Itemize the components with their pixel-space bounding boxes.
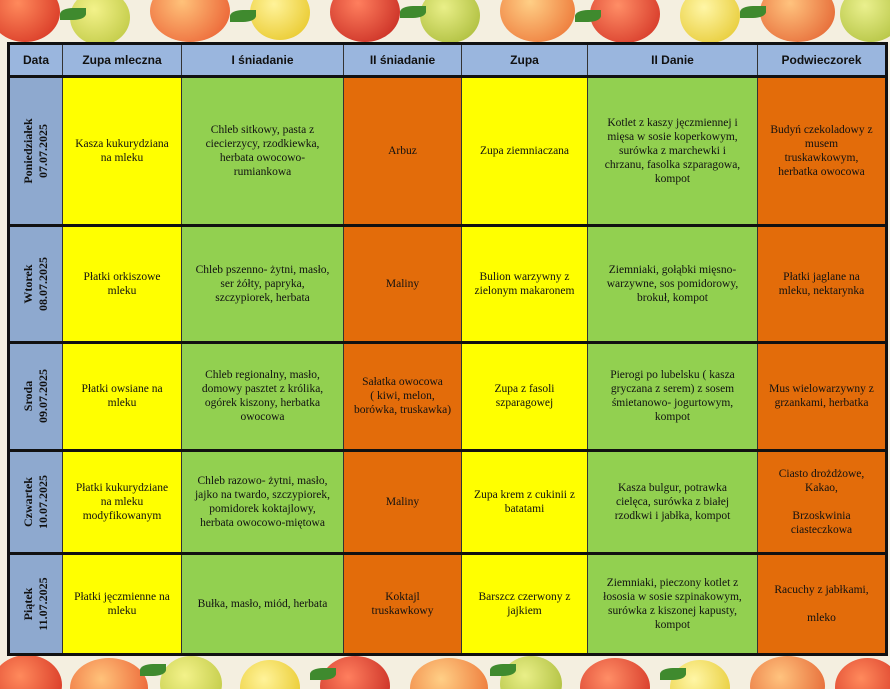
leaf-decoration: [740, 6, 766, 18]
lemon-decoration: [680, 0, 740, 43]
day-label: Poniedziałek 07.07.2025: [21, 118, 51, 183]
apple-decoration: [590, 0, 660, 43]
day-name: Poniedziałek: [21, 118, 35, 184]
zupa-mleczna-cell: Płatki owsiane na mleku: [62, 340, 182, 451]
leaf-decoration: [230, 10, 256, 22]
peach-decoration: [70, 658, 148, 689]
pear-decoration: [420, 0, 480, 43]
i-sniadanie-cell: Chleb regionalny, masło, domowy pasztet …: [181, 340, 344, 451]
ii-sniadanie-cell: Arbuz: [343, 75, 462, 227]
weekly-menu-table: Data Zupa mleczna I śniadanie II śniadan…: [7, 42, 888, 656]
zupa-mleczna-cell: Płatki kukurydziane na mleku modyfikowan…: [62, 448, 182, 555]
apple-decoration: [835, 658, 890, 689]
day-label: Sroda 09.07.2025: [21, 369, 51, 423]
leaf-decoration: [400, 6, 426, 18]
table-row: Sroda 09.07.2025 Płatki owsiane na mleku…: [8, 340, 887, 451]
i-sniadanie-cell: Bułka, masło, miód, herbata: [181, 552, 344, 655]
zupa-mleczna-cell: Płatki orkiszowe mleku: [62, 224, 182, 343]
zupa-cell: Bulion warzywny z zielonym makaronem: [461, 224, 588, 343]
zupa-mleczna-cell: Płatki jęczmienne na mleku: [62, 552, 182, 655]
leaf-decoration: [490, 664, 516, 676]
table-row: Piątek 11.07.2025 Płatki jęczmienne na m…: [8, 552, 887, 655]
day-cell: Wtorek 08.07.2025: [8, 224, 63, 343]
header-ii-sniadanie: II śniadanie: [343, 43, 462, 78]
zupa-cell: Zupa z fasoli szparagowej: [461, 340, 588, 451]
day-name: Czwartek: [21, 476, 35, 527]
day-cell: Piątek 11.07.2025: [8, 552, 63, 655]
podwieczorek-cell: Mus wielowarzywny z grzankami, herbatka: [757, 340, 887, 451]
table-row: Czwartek 10.07.2025 Płatki kukurydziane …: [8, 448, 887, 555]
header-zupa-mleczna: Zupa mleczna: [62, 43, 182, 78]
zupa-cell: Zupa ziemniaczana: [461, 75, 588, 227]
day-cell: Czwartek 10.07.2025: [8, 448, 63, 555]
day-label: Piątek 11.07.2025: [21, 577, 51, 630]
i-sniadanie-cell: Chleb sitkowy, pasta z ciecierzycy, rzod…: [181, 75, 344, 227]
ii-sniadanie-cell: Sałatka owocowa ( kiwi, melon, borówka, …: [343, 340, 462, 451]
day-cell: Sroda 09.07.2025: [8, 340, 63, 451]
day-name: Wtorek: [21, 264, 35, 304]
zupa-cell: Barszcz czerwony z jajkiem: [461, 552, 588, 655]
ii-danie-cell: Kotlet z kaszy jęczmiennej i mięsa w sos…: [587, 75, 758, 227]
peach-decoration: [150, 0, 230, 42]
apple-decoration: [0, 0, 60, 42]
peach-decoration: [760, 0, 835, 42]
day-name: Piątek: [21, 587, 35, 621]
podwieczorek-cell: Płatki jaglane na mleku, nektarynka: [757, 224, 887, 343]
day-label: Wtorek 08.07.2025: [21, 257, 51, 311]
header-zupa: Zupa: [461, 43, 588, 78]
apple-decoration: [580, 658, 650, 689]
ii-sniadanie-cell: Maliny: [343, 224, 462, 343]
header-row: Data Zupa mleczna I śniadanie II śniadan…: [8, 43, 887, 78]
apple-decoration: [330, 0, 400, 42]
ii-danie-cell: Kasza bulgur, potrawka cielęca, surówka …: [587, 448, 758, 555]
leaf-decoration: [575, 10, 601, 22]
leaf-decoration: [660, 668, 686, 680]
table-row: Poniedziałek 07.07.2025 Kasza kukurydzia…: [8, 75, 887, 227]
i-sniadanie-cell: Chleb razowo- żytni, masło, jajko na twa…: [181, 448, 344, 555]
zupa-mleczna-cell: Kasza kukurydziana na mleku: [62, 75, 182, 227]
podwieczorek-cell: Racuchy z jabłkami, mleko: [757, 552, 887, 655]
lemon-decoration: [250, 0, 310, 40]
peach-decoration: [410, 658, 488, 689]
leaf-decoration: [140, 664, 166, 676]
pear-decoration: [70, 0, 130, 45]
apple-decoration: [0, 655, 62, 689]
ii-danie-cell: Ziemniaki, pieczony kotlet z łososia w s…: [587, 552, 758, 655]
header-data: Data: [8, 43, 63, 78]
ii-danie-cell: Ziemniaki, gołąbki mięsno- warzywne, sos…: [587, 224, 758, 343]
header-podwieczorek: Podwieczorek: [757, 43, 887, 78]
peach-decoration: [750, 656, 825, 689]
table-row: Wtorek 08.07.2025 Płatki orkiszowe mleku…: [8, 224, 887, 343]
day-label: Czwartek 10.07.2025: [21, 475, 51, 529]
lemon-decoration: [240, 660, 300, 689]
day-date: 07.07.2025: [36, 124, 50, 179]
day-date: 08.07.2025: [36, 256, 50, 311]
header-ii-danie: II Danie: [587, 43, 758, 78]
i-sniadanie-cell: Chleb pszenno- żytni, masło, ser żółty, …: [181, 224, 344, 343]
day-date: 10.07.2025: [36, 474, 50, 529]
pear-decoration: [840, 0, 890, 42]
day-date: 09.07.2025: [36, 369, 50, 424]
pear-decoration: [160, 656, 222, 689]
leaf-decoration: [310, 668, 336, 680]
leaf-decoration: [60, 8, 86, 20]
podwieczorek-cell: Budyń czekoladowy z musem truskawkowym, …: [757, 75, 887, 227]
day-cell: Poniedziałek 07.07.2025: [8, 75, 63, 227]
zupa-cell: Zupa krem z cukinii z batatami: [461, 448, 588, 555]
ii-danie-cell: Pierogi po lubelsku ( kasza gryczana z s…: [587, 340, 758, 451]
day-date: 11.07.2025: [36, 577, 50, 631]
podwieczorek-cell: Ciasto drożdżowe, Kakao, Brzoskwinia cia…: [757, 448, 887, 555]
peach-decoration: [500, 0, 575, 42]
ii-sniadanie-cell: Maliny: [343, 448, 462, 555]
day-name: Sroda: [21, 380, 35, 412]
header-i-sniadanie: I śniadanie: [181, 43, 344, 78]
ii-sniadanie-cell: Koktajl truskawkowy: [343, 552, 462, 655]
